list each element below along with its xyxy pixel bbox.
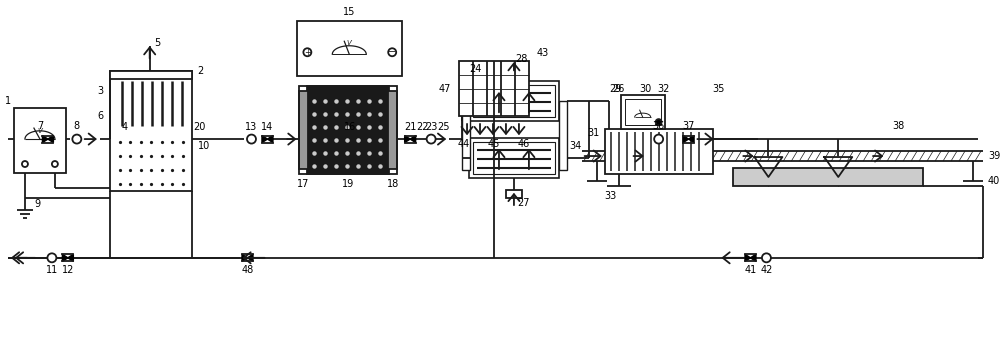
Bar xyxy=(506,190,522,198)
Text: 5: 5 xyxy=(155,38,161,48)
Circle shape xyxy=(656,119,662,125)
Text: 13: 13 xyxy=(245,122,258,132)
Bar xyxy=(559,101,567,170)
Text: 44: 44 xyxy=(458,139,470,149)
Text: 30: 30 xyxy=(640,84,652,94)
Text: 28: 28 xyxy=(516,54,528,64)
Text: 32: 32 xyxy=(657,84,670,94)
Text: 11: 11 xyxy=(46,265,58,275)
Bar xyxy=(299,86,397,174)
Circle shape xyxy=(388,48,396,56)
Polygon shape xyxy=(745,254,750,261)
Polygon shape xyxy=(68,254,73,261)
Bar xyxy=(14,108,66,173)
Text: 40: 40 xyxy=(988,176,1000,186)
Polygon shape xyxy=(683,136,689,143)
Text: 18: 18 xyxy=(387,179,399,189)
Text: 9: 9 xyxy=(35,199,41,209)
Bar xyxy=(459,61,529,116)
Text: 46: 46 xyxy=(518,139,530,149)
Circle shape xyxy=(47,253,56,262)
Text: 8: 8 xyxy=(74,121,80,131)
Polygon shape xyxy=(262,136,267,143)
Circle shape xyxy=(52,161,58,167)
Text: 20: 20 xyxy=(193,122,206,132)
Text: V: V xyxy=(347,40,352,46)
Polygon shape xyxy=(405,136,410,143)
Text: 22: 22 xyxy=(416,122,428,132)
Text: 43: 43 xyxy=(537,48,549,58)
Text: 42: 42 xyxy=(760,265,773,275)
Text: 14: 14 xyxy=(261,122,274,132)
Text: 15: 15 xyxy=(343,7,355,17)
Polygon shape xyxy=(62,254,68,261)
Text: 29: 29 xyxy=(610,84,622,94)
Text: 25: 25 xyxy=(437,122,449,132)
Text: 23: 23 xyxy=(425,122,437,132)
Text: 7: 7 xyxy=(37,121,43,131)
Text: 4: 4 xyxy=(122,122,128,132)
Circle shape xyxy=(654,135,663,144)
Polygon shape xyxy=(242,254,247,261)
Circle shape xyxy=(22,161,28,167)
Polygon shape xyxy=(754,157,782,177)
Polygon shape xyxy=(247,254,253,261)
Text: 35: 35 xyxy=(712,84,725,94)
Text: 36: 36 xyxy=(653,121,665,131)
Text: 19: 19 xyxy=(342,179,354,189)
Polygon shape xyxy=(267,136,273,143)
Text: 45: 45 xyxy=(488,139,500,149)
Bar xyxy=(473,85,555,117)
Polygon shape xyxy=(824,157,852,177)
Text: −: − xyxy=(388,47,396,57)
Polygon shape xyxy=(48,136,53,143)
Text: 27: 27 xyxy=(518,198,530,208)
Bar xyxy=(110,71,192,191)
Text: 38: 38 xyxy=(892,121,904,131)
Text: 17: 17 xyxy=(297,179,310,189)
Bar xyxy=(462,101,470,170)
Text: 21: 21 xyxy=(404,122,416,132)
Bar xyxy=(621,95,665,129)
Circle shape xyxy=(762,253,771,262)
Text: 16: 16 xyxy=(344,122,356,132)
Text: V: V xyxy=(38,128,42,134)
Text: 47: 47 xyxy=(439,84,451,94)
Bar xyxy=(605,129,713,174)
Bar xyxy=(469,138,559,178)
Text: 12: 12 xyxy=(62,265,74,275)
Bar xyxy=(110,71,192,79)
Bar xyxy=(388,91,397,169)
Text: 10: 10 xyxy=(198,141,210,151)
Text: 1: 1 xyxy=(5,96,11,106)
Polygon shape xyxy=(750,254,756,261)
Polygon shape xyxy=(410,136,416,143)
Text: 2: 2 xyxy=(198,66,204,76)
Circle shape xyxy=(427,135,436,144)
Bar xyxy=(625,99,661,125)
Text: 37: 37 xyxy=(682,121,695,131)
Text: 3: 3 xyxy=(98,86,104,96)
Bar xyxy=(307,86,389,174)
Text: 41: 41 xyxy=(744,265,757,275)
Polygon shape xyxy=(689,136,694,143)
Circle shape xyxy=(247,135,256,144)
Text: +: + xyxy=(304,48,311,57)
Text: 39: 39 xyxy=(988,151,1000,161)
Text: 26: 26 xyxy=(613,84,625,94)
Text: 33: 33 xyxy=(605,191,617,201)
Circle shape xyxy=(303,48,311,56)
Text: 6: 6 xyxy=(98,111,104,121)
Polygon shape xyxy=(42,136,48,143)
Bar xyxy=(297,21,402,76)
Text: 34: 34 xyxy=(570,141,582,151)
Bar xyxy=(299,91,308,169)
Bar xyxy=(473,142,555,174)
Circle shape xyxy=(72,135,81,144)
Bar xyxy=(733,168,923,186)
Text: 31: 31 xyxy=(588,128,600,138)
Text: 48: 48 xyxy=(241,265,254,275)
Bar xyxy=(469,81,559,121)
Text: 24: 24 xyxy=(469,64,481,74)
